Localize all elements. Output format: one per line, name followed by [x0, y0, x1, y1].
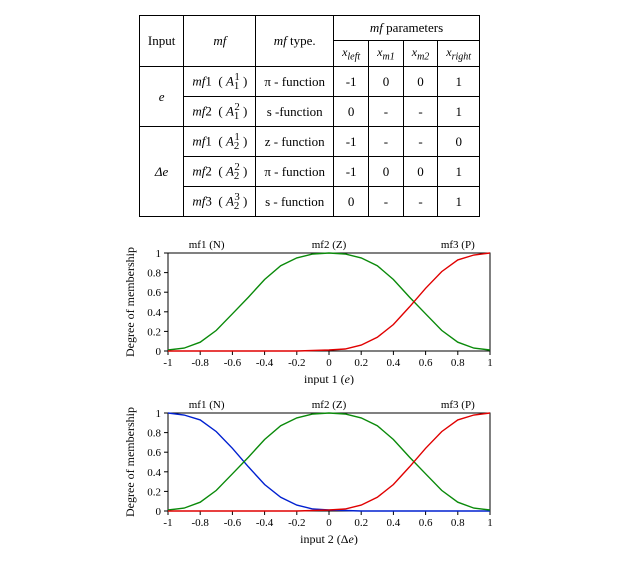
- svg-text:0.4: 0.4: [147, 307, 161, 319]
- cell-val: -1: [334, 67, 369, 97]
- cell-mf: mf1 ( A21 ): [184, 127, 256, 157]
- svg-text:mf2 (Z): mf2 (Z): [311, 239, 346, 251]
- svg-text:1: 1: [155, 408, 161, 420]
- cell-val: -: [403, 97, 438, 127]
- th-xm1: xm1: [369, 41, 404, 67]
- cell-val: 0: [403, 67, 438, 97]
- svg-text:Degree of membership: Degree of membership: [123, 247, 137, 357]
- cell-input: e: [139, 67, 183, 127]
- cell-mf: mf2 ( A22 ): [184, 157, 256, 187]
- cell-val: 0: [334, 97, 369, 127]
- svg-text:0.8: 0.8: [147, 268, 161, 280]
- svg-text:-1: -1: [163, 517, 172, 529]
- th-xm2: xm2: [403, 41, 438, 67]
- svg-text:mf3 (P): mf3 (P): [440, 239, 474, 251]
- svg-text:0.2: 0.2: [147, 326, 161, 338]
- cell-val: -: [369, 187, 404, 217]
- svg-text:0.6: 0.6: [418, 357, 432, 369]
- cell-val: 1: [438, 157, 480, 187]
- th-params: mf parameters: [334, 16, 480, 41]
- cell-val: 0: [438, 127, 480, 157]
- cell-val: -1: [334, 127, 369, 157]
- cell-type: s - function: [256, 187, 334, 217]
- cell-val: 0: [403, 157, 438, 187]
- cell-val: -1: [334, 157, 369, 187]
- cell-input: Δe: [139, 127, 183, 217]
- svg-text:0.2: 0.2: [354, 357, 368, 369]
- svg-text:-0.6: -0.6: [223, 357, 241, 369]
- table-row: mf2 ( A22 )π - function-1001: [139, 157, 479, 187]
- svg-text:-0.2: -0.2: [288, 357, 305, 369]
- svg-text:0.8: 0.8: [147, 428, 161, 440]
- svg-text:0: 0: [155, 346, 161, 358]
- cell-val: 1: [438, 67, 480, 97]
- svg-text:0: 0: [155, 506, 161, 518]
- svg-text:mf2 (Z): mf2 (Z): [311, 399, 346, 411]
- cell-type: z - function: [256, 127, 334, 157]
- table-row: Δemf1 ( A21 )z - function-1--0: [139, 127, 479, 157]
- cell-mf: mf2 ( A12 ): [184, 97, 256, 127]
- th-input: Input: [139, 16, 183, 67]
- svg-text:1: 1: [155, 248, 161, 260]
- svg-text:-0.8: -0.8: [191, 357, 209, 369]
- table-row: mf2 ( A12 )s -function0--1: [139, 97, 479, 127]
- svg-text:1: 1: [487, 357, 493, 369]
- svg-text:-0.4: -0.4: [255, 517, 273, 529]
- cell-type: π - function: [256, 157, 334, 187]
- svg-text:0: 0: [326, 357, 332, 369]
- svg-text:mf1 (N): mf1 (N): [188, 399, 224, 411]
- cell-val: 0: [369, 157, 404, 187]
- svg-text:0.4: 0.4: [386, 517, 400, 529]
- svg-text:mf1 (N): mf1 (N): [188, 239, 224, 251]
- svg-text:mf3 (P): mf3 (P): [440, 399, 474, 411]
- svg-text:-0.2: -0.2: [288, 517, 305, 529]
- svg-text:-0.6: -0.6: [223, 517, 241, 529]
- cell-type: s -function: [256, 97, 334, 127]
- table-row: emf1 ( A11 )π - function-1001: [139, 67, 479, 97]
- svg-text:0.6: 0.6: [147, 447, 161, 459]
- cell-val: 1: [438, 187, 480, 217]
- th-xleft: xleft: [334, 41, 369, 67]
- svg-text:0.6: 0.6: [147, 287, 161, 299]
- cell-type: π - function: [256, 67, 334, 97]
- svg-text:0.6: 0.6: [418, 517, 432, 529]
- svg-text:0.8: 0.8: [450, 357, 464, 369]
- cell-mf: mf3 ( A23 ): [184, 187, 256, 217]
- mf-table: Input mf mf type. mf parameters xleft xm…: [139, 15, 480, 217]
- chart2: 0 0.2 0.4 0.6 0.8 1 -1 -0.8 -0.6 -0.4 -0.2 0 0.2 0.4 0…: [15, 395, 604, 545]
- table-row: mf3 ( A23 )s - function0--1: [139, 187, 479, 217]
- svg-text:-0.8: -0.8: [191, 517, 209, 529]
- svg-text:-1: -1: [163, 357, 172, 369]
- cell-val: 0: [334, 187, 369, 217]
- svg-text:input 1 (e): input 1 (e): [304, 372, 354, 385]
- cell-val: -: [369, 127, 404, 157]
- svg-text:0.4: 0.4: [147, 467, 161, 479]
- cell-val: 0: [369, 67, 404, 97]
- th-mf: mf: [184, 16, 256, 67]
- cell-val: 1: [438, 97, 480, 127]
- cell-val: -: [403, 187, 438, 217]
- cell-val: -: [369, 97, 404, 127]
- th-xright: xright: [438, 41, 480, 67]
- svg-text:-0.4: -0.4: [255, 357, 273, 369]
- svg-text:input 2 (Δe): input 2 (Δe): [300, 532, 358, 545]
- svg-text:0.2: 0.2: [147, 486, 161, 498]
- svg-text:Degree of membership: Degree of membership: [123, 407, 137, 517]
- svg-text:0: 0: [326, 517, 332, 529]
- th-mftype: mf type.: [256, 16, 334, 67]
- chart1: 0 0.2 0.4 0.6 0.8 1 -1 -0.8 -0.6 -0.4 -0.2 0 0.2 0.4 0…: [15, 235, 604, 385]
- svg-text:0.4: 0.4: [386, 357, 400, 369]
- svg-text:1: 1: [487, 517, 493, 529]
- svg-text:0.8: 0.8: [450, 517, 464, 529]
- cell-mf: mf1 ( A11 ): [184, 67, 256, 97]
- svg-text:0.2: 0.2: [354, 517, 368, 529]
- cell-val: -: [403, 127, 438, 157]
